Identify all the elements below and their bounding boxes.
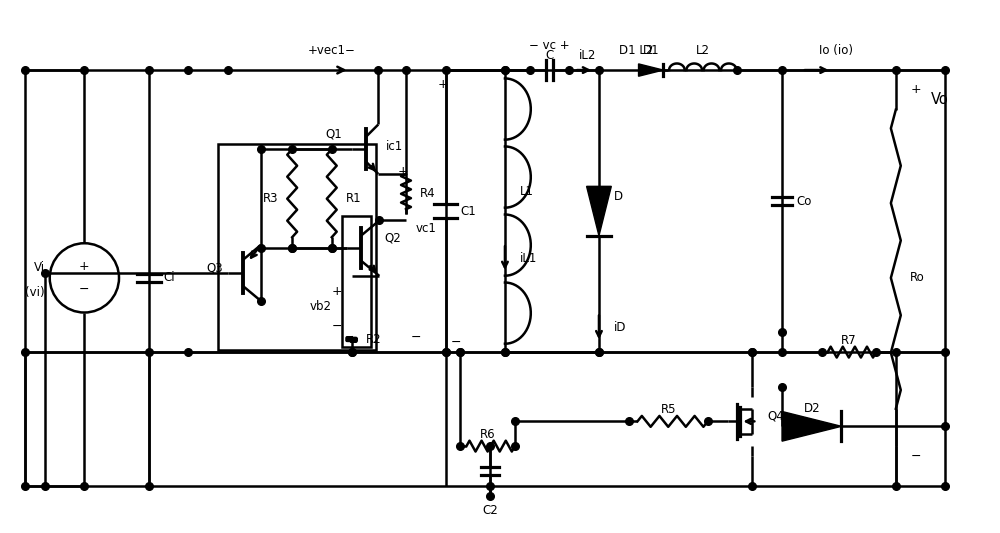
Polygon shape xyxy=(782,411,841,441)
Text: iD: iD xyxy=(614,321,626,334)
Text: vc1: vc1 xyxy=(416,222,437,235)
Text: −: − xyxy=(411,331,421,344)
Text: −: − xyxy=(911,449,921,463)
Text: D: D xyxy=(614,190,623,203)
Text: R7: R7 xyxy=(841,334,857,347)
Text: R2: R2 xyxy=(365,333,381,346)
Text: +: + xyxy=(437,78,448,92)
Text: Q3: Q3 xyxy=(206,262,223,274)
Text: iL1: iL1 xyxy=(520,252,537,264)
Text: Vi: Vi xyxy=(34,262,45,274)
Text: (vi): (vi) xyxy=(25,286,45,299)
Text: D2: D2 xyxy=(803,402,820,415)
Text: Q4: Q4 xyxy=(767,410,784,423)
Text: C2: C2 xyxy=(482,504,498,516)
Text: Io (io): Io (io) xyxy=(819,44,853,57)
Polygon shape xyxy=(639,64,663,76)
Text: L1: L1 xyxy=(520,185,534,198)
Text: Ro: Ro xyxy=(910,271,924,285)
Text: L2: L2 xyxy=(696,44,710,57)
Text: R5: R5 xyxy=(660,403,676,416)
Text: Q1: Q1 xyxy=(325,128,342,141)
Text: −: − xyxy=(451,336,461,349)
Text: − vc +: − vc + xyxy=(529,39,570,52)
Text: Ci: Ci xyxy=(164,271,175,285)
Text: R6: R6 xyxy=(480,428,495,441)
Text: R1: R1 xyxy=(346,192,361,205)
Text: C1: C1 xyxy=(460,205,476,217)
Text: R3: R3 xyxy=(263,192,278,205)
Text: D1 L2: D1 L2 xyxy=(619,44,653,57)
Text: +: + xyxy=(911,83,921,96)
Text: vb2: vb2 xyxy=(310,300,332,313)
Text: +: + xyxy=(398,165,408,177)
Text: ic1: ic1 xyxy=(386,140,403,153)
Text: C: C xyxy=(545,49,554,62)
Text: D1: D1 xyxy=(643,44,659,57)
Polygon shape xyxy=(587,187,611,236)
Text: +: + xyxy=(79,260,90,272)
Text: −: − xyxy=(79,283,90,296)
Text: −: − xyxy=(331,320,342,333)
Text: iL2: iL2 xyxy=(579,49,597,62)
Text: +vec1−: +vec1− xyxy=(308,44,356,57)
Text: Q2: Q2 xyxy=(384,232,401,245)
Text: Co: Co xyxy=(797,195,812,208)
Text: R4: R4 xyxy=(420,187,435,200)
Text: +: + xyxy=(331,285,342,298)
Text: Vo: Vo xyxy=(930,92,948,107)
